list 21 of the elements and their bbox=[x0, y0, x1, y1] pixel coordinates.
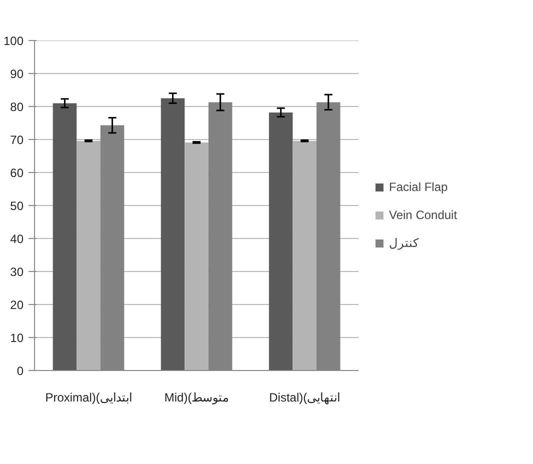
y-tick-label: 40 bbox=[10, 232, 24, 246]
y-tick-label: 70 bbox=[10, 133, 24, 147]
y-tick-label: 0 bbox=[16, 364, 24, 378]
x-tick-label: Proximal)(ابتدایی bbox=[45, 390, 132, 404]
y-tick-label: 30 bbox=[10, 265, 24, 279]
bar bbox=[52, 103, 77, 370]
y-tick-label: 60 bbox=[10, 166, 24, 180]
y-tick-label: 50 bbox=[10, 199, 24, 213]
y-tick-label: 90 bbox=[10, 67, 24, 81]
bar bbox=[184, 142, 208, 370]
y-tick-label: 80 bbox=[10, 100, 24, 114]
y-tick-label: 100 bbox=[3, 34, 24, 48]
y-tick-label: 20 bbox=[10, 298, 24, 312]
legend-label: Facial Flap bbox=[389, 180, 448, 194]
x-tick-label: Mid)(متوسط bbox=[164, 390, 229, 404]
legend-label: Vein Conduit bbox=[389, 208, 458, 222]
y-tick-label: 10 bbox=[10, 331, 24, 345]
x-tick-label: Distal)(انتهایی bbox=[269, 390, 340, 404]
legend-label: کنترل bbox=[389, 236, 419, 250]
bar bbox=[160, 98, 185, 370]
bar bbox=[268, 112, 293, 370]
